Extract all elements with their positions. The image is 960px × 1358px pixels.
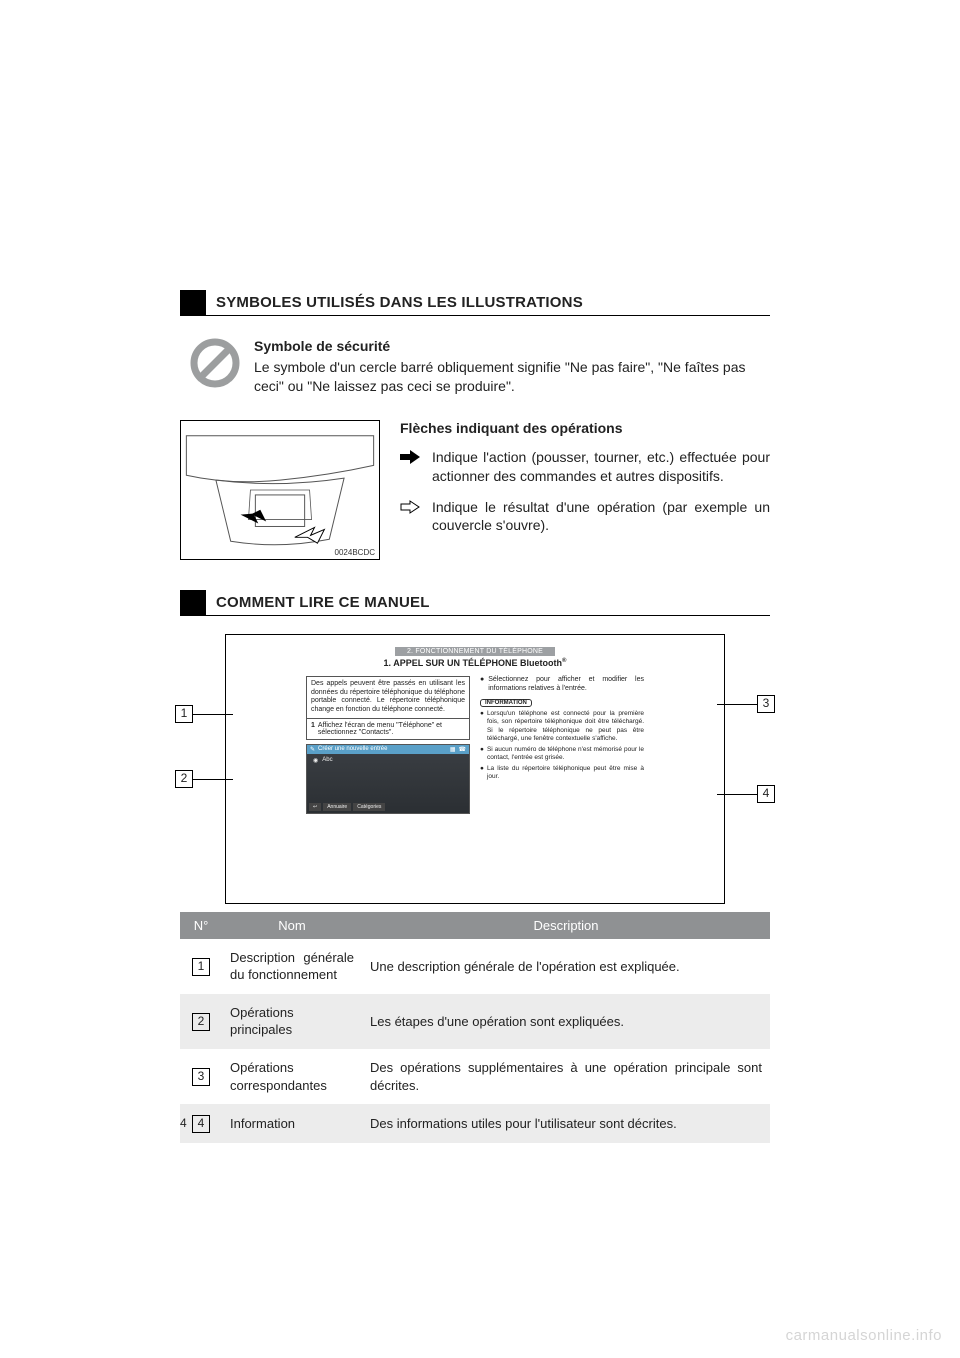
arrows-heading: Flèches indiquant des opérations: [400, 420, 770, 436]
mock-screenshot: ✎ Créer une nouvelle entrée ▦ ☎ ◉ Abc ↩ …: [306, 744, 470, 814]
manual-page-mock: 2. FONCTIONNEMENT DU TÉLÉPHONE 1. APPEL …: [225, 634, 725, 904]
page-number: 4: [180, 1116, 187, 1130]
cell-desc: Une description générale de l'opération …: [362, 939, 770, 994]
col-head-desc: Description: [362, 912, 770, 939]
numbox: 1: [192, 958, 210, 976]
mock-info-label: INFORMATION: [480, 699, 532, 707]
dashboard-illustration: 0024BCDC: [180, 420, 380, 560]
legend-table: N° Nom Description 1 Description général…: [180, 912, 770, 1143]
section-heading-symbols: SYMBOLES UTILISÉS DANS LES ILLUSTRATIONS: [180, 290, 770, 316]
contact-icon: ◉: [313, 757, 318, 764]
safety-paragraph: Le symbole d'un cercle barré obliquement…: [254, 358, 770, 396]
arrows-block: 0024BCDC Flèches indiquant des opération…: [180, 420, 770, 560]
bullet-icon: ●: [480, 676, 484, 694]
bullet-icon: ●: [480, 710, 484, 743]
mock-info-2-text: Si aucun numéro de téléphone n'est mémor…: [487, 746, 644, 762]
col-head-num: N°: [180, 912, 222, 939]
heading-title: COMMENT LIRE CE MANUEL: [206, 590, 440, 615]
heading-marker: [180, 590, 206, 615]
cell-desc: Des opérations supplémentaires à une opé…: [362, 1049, 770, 1104]
table-row: 4 Information Des informations utiles po…: [180, 1104, 770, 1143]
table-row: 1 Description générale du fonctionnement…: [180, 939, 770, 994]
mock-step-text: Affichez l'écran de menu "Téléphone" et …: [318, 722, 465, 736]
mock-columns: Des appels peuvent être passés en utilis…: [306, 676, 644, 814]
mock-info-1-text: Lorsqu'un téléphone est connecté pour la…: [487, 710, 644, 743]
bullet-icon: ●: [480, 746, 484, 762]
illustration-code: 0024BCDC: [335, 548, 375, 557]
watermark: carmanualsonline.info: [786, 1327, 942, 1344]
callout-2: 2: [175, 770, 193, 788]
mock-step-num: 1: [311, 722, 315, 736]
numbox: 4: [192, 1115, 210, 1133]
callout-1: 1: [175, 705, 193, 723]
cell-num: 3: [180, 1049, 222, 1104]
mock-screen-row-text: Abc: [322, 757, 332, 763]
mock-chapter-bar: 2. FONCTIONNEMENT DU TÉLÉPHONE: [395, 647, 555, 656]
cell-nom: Description générale du fonctionnement: [222, 939, 362, 994]
cell-nom: Opérations correspondantes: [222, 1049, 362, 1104]
cell-desc: Les étapes d'une opération sont expliqué…: [362, 994, 770, 1049]
mock-info-3-text: La liste du répertoire téléphonique peut…: [487, 765, 644, 781]
mock-screen-title-bar: ✎ Créer une nouvelle entrée ▦ ☎: [307, 745, 469, 754]
mock-step-row: 1 Affichez l'écran de menu "Téléphone" e…: [306, 719, 470, 740]
table-row: 3 Opérations correspondantes Des opérati…: [180, 1049, 770, 1104]
mock-tab-1: Annuaire: [323, 803, 351, 811]
manual-mock-wrapper: 1 2 3 4 2. FONCTIONNEMENT DU TÉLÉPHONE 1…: [225, 634, 725, 904]
heading-marker: [180, 290, 206, 315]
mock-tab-2: Catégories: [353, 803, 385, 811]
cell-num: 1: [180, 939, 222, 994]
phone-icon: ☎: [459, 746, 466, 753]
safety-text: Symbole de sécurité Le symbole d'un cerc…: [254, 338, 770, 396]
cell-nom: Information: [222, 1104, 362, 1143]
safety-heading: Symbole de sécurité: [254, 338, 770, 354]
bullet-icon: ●: [480, 765, 484, 781]
section-heading-manual: COMMENT LIRE CE MANUEL: [180, 590, 770, 616]
page-content: SYMBOLES UTILISÉS DANS LES ILLUSTRATIONS…: [180, 290, 770, 1143]
mock-right-col: ● Sélectionnez pour afficher et modifier…: [480, 676, 644, 814]
heading-title: SYMBOLES UTILISÉS DANS LES ILLUSTRATIONS: [206, 290, 593, 315]
arrow-solid-icon: [400, 448, 422, 486]
arrows-text: Flèches indiquant des opérations Indique…: [400, 420, 770, 560]
mock-left-col: Des appels peuvent être passés en utilis…: [306, 676, 470, 814]
mock-right-bullet-text: Sélectionnez pour afficher et modifier l…: [488, 676, 644, 694]
arrow-outline-text: Indique le résultat d'une opération (par…: [432, 498, 770, 536]
prohibition-icon: [190, 338, 240, 388]
cell-num: 2: [180, 994, 222, 1049]
keypad-icon: ▦: [450, 746, 456, 753]
arrow-outline-row: Indique le résultat d'une opération (par…: [400, 498, 770, 536]
mock-right-bullet: ● Sélectionnez pour afficher et modifier…: [480, 676, 644, 694]
arrow-solid-text: Indique l'action (pousser, tourner, etc.…: [432, 448, 770, 486]
mock-screen-title: Créer une nouvelle entrée: [318, 746, 387, 752]
mock-info-3: ● La liste du répertoire téléphonique pe…: [480, 765, 644, 781]
cell-nom: Opérations principales: [222, 994, 362, 1049]
mock-description-box: Des appels peuvent être passés en utilis…: [306, 676, 470, 719]
pencil-icon: ✎: [310, 746, 315, 753]
callout-4: 4: [757, 785, 775, 803]
mock-info-1: ● Lorsqu'un téléphone est connecté pour …: [480, 710, 644, 743]
cell-desc: Des informations utiles pour l'utilisate…: [362, 1104, 770, 1143]
table-row: 2 Opérations principales Les étapes d'un…: [180, 994, 770, 1049]
col-head-nom: Nom: [222, 912, 362, 939]
safety-block: Symbole de sécurité Le symbole d'un cerc…: [190, 338, 770, 396]
mock-chapter-title-text: 1. APPEL SUR UN TÉLÉPHONE Bluetooth: [384, 658, 563, 668]
mock-screen-row: ◉ Abc: [307, 754, 469, 767]
callout-3: 3: [757, 695, 775, 713]
back-icon: ↩: [309, 803, 321, 811]
arrow-solid-row: Indique l'action (pousser, tourner, etc.…: [400, 448, 770, 486]
numbox: 2: [192, 1013, 210, 1031]
mock-info-2: ● Si aucun numéro de téléphone n'est mém…: [480, 746, 644, 762]
mock-chapter-title: 1. APPEL SUR UN TÉLÉPHONE Bluetooth®: [306, 658, 644, 668]
mock-screen-tabs: ↩ Annuaire Catégories: [309, 803, 385, 811]
table-header-row: N° Nom Description: [180, 912, 770, 939]
numbox: 3: [192, 1068, 210, 1086]
arrow-outline-icon: [400, 498, 422, 536]
